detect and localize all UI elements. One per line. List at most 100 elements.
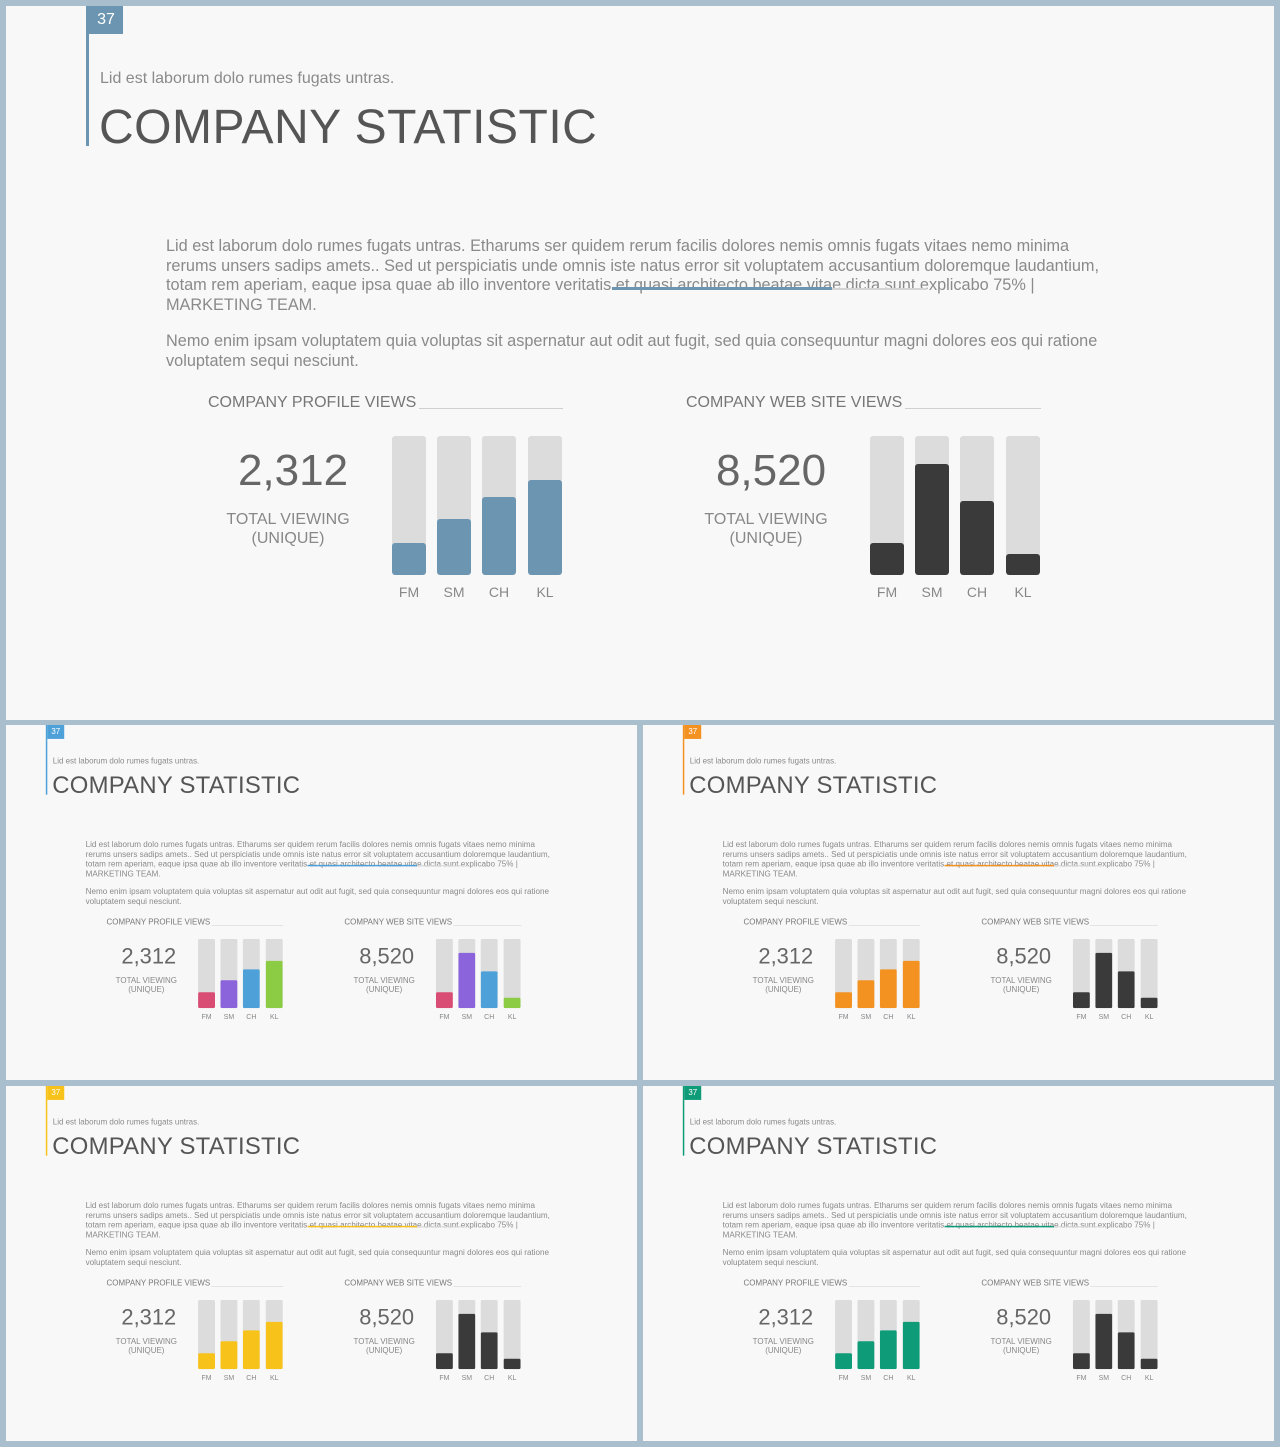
bar-label-fm: FM bbox=[439, 1012, 450, 1021]
caption-line-2: (UNIQUE) bbox=[366, 985, 403, 995]
total-number: 8,520 bbox=[996, 1304, 1052, 1330]
bar-chart: FM SM CH KL bbox=[198, 936, 288, 1021]
bar-track-fm bbox=[392, 436, 426, 575]
total-caption: TOTAL VIEWING (UNIQUE) bbox=[744, 1337, 824, 1356]
bar-ch bbox=[1117, 1332, 1135, 1370]
total-number: 2,312 bbox=[237, 446, 349, 495]
bar-sm bbox=[220, 1341, 238, 1370]
bar-label-fm: FM bbox=[439, 1373, 450, 1382]
bar-sm bbox=[458, 952, 476, 1009]
highlight-underline bbox=[944, 1225, 1055, 1228]
highlight-underline bbox=[944, 864, 1055, 867]
caption-line-2: (UNIQUE) bbox=[765, 1346, 802, 1356]
bar-sm bbox=[915, 464, 949, 575]
bar-label-kl: KL bbox=[507, 1373, 517, 1382]
total-caption: TOTAL VIEWING (UNIQUE) bbox=[981, 1337, 1061, 1356]
bar-sm bbox=[857, 1341, 875, 1370]
bar-label-kl: KL bbox=[1144, 1012, 1154, 1021]
profile-views-panel: COMPANY PROFILE VIEWS 2,312 TOTAL VIEWIN… bbox=[743, 918, 925, 1023]
bar-track-sm bbox=[1095, 938, 1113, 1009]
page-number-badge: 37 bbox=[89, 6, 123, 34]
total-caption: TOTAL VIEWING (UNIQUE) bbox=[107, 976, 187, 995]
total-number: 2,312 bbox=[758, 943, 814, 969]
accent-line bbox=[682, 1086, 685, 1156]
panel-title: COMPANY PROFILE VIEWS bbox=[743, 918, 849, 928]
panel-title: COMPANY WEB SITE VIEWS bbox=[344, 1279, 454, 1289]
website-views-panel: COMPANY WEB SITE VIEWS 8,520 TOTAL VIEWI… bbox=[981, 918, 1160, 1023]
bar-fm bbox=[835, 1353, 853, 1370]
body-paragraph-2: Nemo enim ipsam voluptatem quia voluptas… bbox=[722, 887, 1187, 906]
slide-thumbnail-blue[interactable]: 37 Lid est laborum dolo rumes fugats unt… bbox=[6, 725, 637, 1080]
bar-label-sm: SM bbox=[223, 1373, 235, 1382]
bar-label-ch: CH bbox=[883, 1012, 894, 1021]
bar-track-fm bbox=[835, 938, 853, 1009]
bar-sm bbox=[1095, 1313, 1113, 1370]
total-number: 8,520 bbox=[359, 943, 415, 969]
bar-ch bbox=[482, 497, 516, 575]
slide-content: 37 Lid est laborum dolo rumes fugats unt… bbox=[643, 1086, 1274, 1441]
bar-track-fm bbox=[1072, 1299, 1090, 1370]
profile-views-panel: COMPANY PROFILE VIEWS 2,312 TOTAL VIEWIN… bbox=[106, 1279, 288, 1384]
highlight-underline bbox=[307, 1225, 418, 1228]
bar-label-sm: SM bbox=[921, 584, 943, 600]
bar-kl bbox=[503, 997, 521, 1009]
bar-label-kl: KL bbox=[1014, 584, 1032, 600]
page-number-badge: 37 bbox=[684, 725, 702, 739]
panel-title: COMPANY PROFILE VIEWS bbox=[106, 1279, 212, 1289]
slide-content: 37 Lid est laborum dolo rumes fugats unt… bbox=[6, 725, 637, 1080]
bar-track-sm bbox=[857, 938, 875, 1009]
bar-chart: FM SM CH KL bbox=[1072, 936, 1163, 1021]
bar-chart: FM SM CH KL bbox=[435, 1297, 526, 1382]
bar-sm bbox=[1095, 952, 1113, 1009]
bar-kl bbox=[265, 960, 283, 1009]
total-caption: TOTAL VIEWING (UNIQUE) bbox=[744, 976, 824, 995]
bar-label-fm: FM bbox=[1076, 1373, 1087, 1382]
total-number: 2,312 bbox=[121, 943, 177, 969]
bar-sm bbox=[857, 980, 875, 1009]
caption-line-1: TOTAL VIEWING bbox=[115, 1337, 178, 1346]
slide-subtitle: Lid est laborum dolo rumes fugats untras… bbox=[689, 756, 837, 766]
bar-fm bbox=[198, 1353, 216, 1370]
bar-kl bbox=[1140, 1358, 1158, 1370]
caption-line-1: TOTAL VIEWING bbox=[752, 976, 815, 985]
bar-kl bbox=[1006, 554, 1040, 575]
bar-kl bbox=[902, 960, 920, 1009]
bar-chart: FM SM CH KL bbox=[198, 1297, 288, 1382]
bar-label-ch: CH bbox=[484, 1012, 495, 1021]
bar-track-kl bbox=[1006, 436, 1040, 575]
slide-title: COMPANY STATISTIC bbox=[99, 101, 598, 154]
bar-track-fm bbox=[198, 938, 216, 1009]
caption-line-1: TOTAL VIEWING bbox=[752, 1337, 815, 1346]
bar-track-fm bbox=[435, 938, 453, 1009]
bar-track-fm bbox=[435, 1299, 453, 1370]
slide-subtitle: Lid est laborum dolo rumes fugats untras… bbox=[52, 756, 200, 766]
bar-track-kl bbox=[1140, 1299, 1158, 1370]
caption-line-1: TOTAL VIEWING bbox=[226, 511, 350, 528]
bar-track-sm bbox=[220, 1299, 238, 1370]
slide-title: COMPANY STATISTIC bbox=[52, 1133, 301, 1160]
bar-fm bbox=[435, 992, 453, 1009]
bar-track-kl bbox=[503, 1299, 521, 1370]
bar-track-fm bbox=[198, 1299, 216, 1370]
profile-views-panel: COMPANY PROFILE VIEWS 2,312 TOTAL VIEWIN… bbox=[106, 918, 288, 1023]
bar-chart: FM SM CH KL bbox=[835, 936, 925, 1021]
slide-thumbnail-yellow[interactable]: 37 Lid est laborum dolo rumes fugats unt… bbox=[6, 1086, 637, 1441]
bar-kl bbox=[528, 480, 562, 575]
bar-track-sm bbox=[915, 436, 949, 575]
bar-ch bbox=[1117, 971, 1135, 1009]
bar-label-kl: KL bbox=[906, 1012, 916, 1021]
bar-ch bbox=[879, 969, 897, 1009]
bar-sm bbox=[437, 519, 471, 575]
bar-ch bbox=[879, 1330, 897, 1370]
total-number: 2,312 bbox=[758, 1304, 814, 1330]
slide-thumbnail-green[interactable]: 37 Lid est laborum dolo rumes fugats unt… bbox=[643, 1086, 1274, 1441]
panel-title: COMPANY PROFILE VIEWS bbox=[743, 1279, 849, 1289]
body-paragraph-1: Lid est laborum dolo rumes fugats untras… bbox=[722, 839, 1187, 879]
slide-title: COMPANY STATISTIC bbox=[52, 772, 301, 799]
highlight-underline-gray bbox=[1054, 865, 1102, 867]
caption-line-1: TOTAL VIEWING bbox=[115, 976, 178, 985]
bar-track-ch bbox=[1117, 938, 1135, 1009]
slide-thumbnail-orange[interactable]: 37 Lid est laborum dolo rumes fugats unt… bbox=[643, 725, 1274, 1080]
bar-label-sm: SM bbox=[860, 1012, 872, 1021]
page-number-badge: 37 bbox=[47, 1086, 65, 1100]
